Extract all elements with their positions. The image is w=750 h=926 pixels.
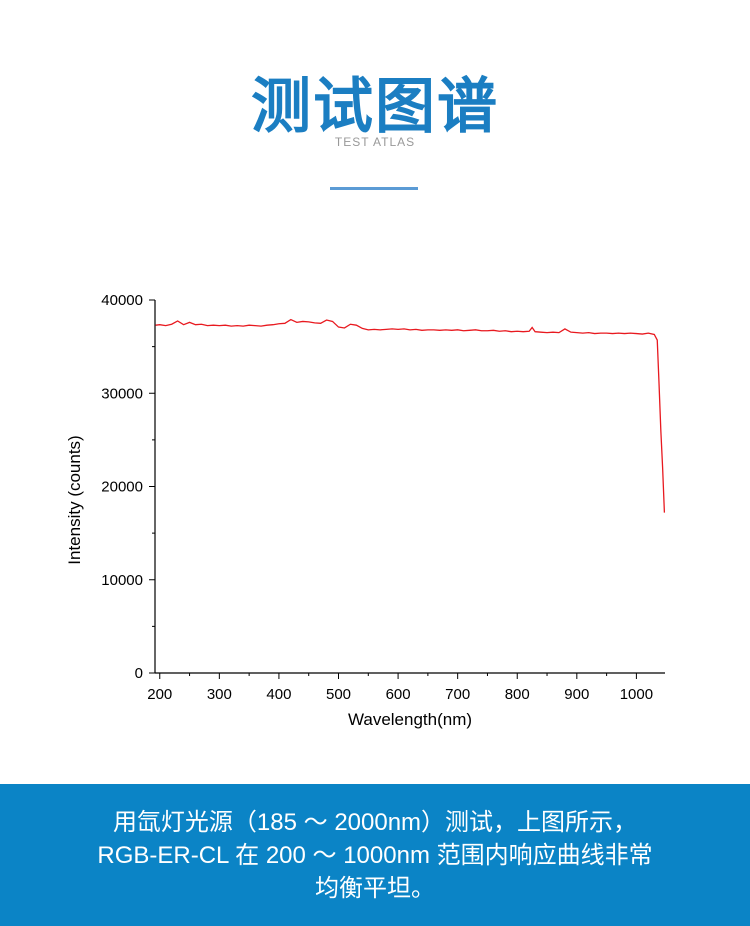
x-tick-label: 400	[266, 686, 291, 703]
page-subtitle: TEST ATLAS	[334, 135, 416, 149]
x-tick-label: 200	[147, 686, 172, 703]
x-tick-label: 800	[505, 686, 530, 703]
y-tick-label: 20000	[101, 479, 143, 496]
footer-line: 均衡平坦。	[315, 875, 435, 902]
data-line	[155, 318, 666, 513]
x-tick-label: 300	[207, 686, 232, 703]
x-tick-label: 1000	[620, 686, 653, 703]
y-tick-label: 10000	[101, 572, 143, 589]
y-tick-label: 30000	[101, 385, 143, 402]
x-axis-label: Wavelength(nm)	[348, 710, 472, 729]
footer-line: RGB-ER-CL 在 200 ～ 1000nm 范围内响应曲线非常	[97, 842, 653, 869]
footer: 用氙灯光源（185 ～ 2000nm）测试，上图所示， RGB-ER-CL 在 2…	[0, 784, 750, 926]
divider	[330, 187, 418, 190]
footer-line: 用氙灯光源（185 ～ 2000nm）测试，上图所示，	[112, 809, 638, 836]
x-tick-label: 900	[564, 686, 589, 703]
x-tick-label: 600	[386, 686, 411, 703]
chart: Wavelength(nm) Intensity (counts) 0 10000…	[65, 292, 666, 729]
page-title: 测试图谱	[251, 73, 499, 140]
y-tick-label: 40000	[101, 292, 143, 309]
y-tick-label: 0	[135, 665, 143, 682]
x-tick-label: 500	[326, 686, 351, 703]
x-tick-label: 700	[445, 686, 470, 703]
y-axis-label: Intensity (counts)	[65, 435, 84, 564]
